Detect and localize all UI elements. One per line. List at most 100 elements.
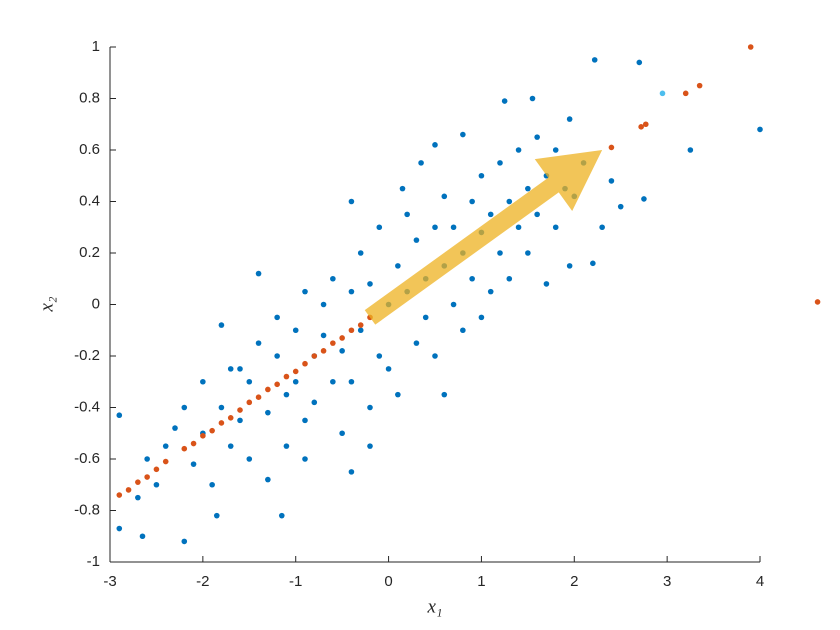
point (265, 386, 271, 393)
x-tick-label: -2 (196, 573, 209, 590)
x-tick-label: 1 (477, 573, 485, 590)
point (608, 178, 615, 184)
point (552, 147, 559, 153)
point (659, 90, 666, 97)
point (525, 185, 531, 192)
point (348, 327, 355, 334)
point (450, 224, 457, 231)
point (339, 348, 345, 354)
y-tick-label: 0.2 (79, 244, 100, 261)
y-tick-label: 0.6 (79, 141, 100, 158)
point (209, 481, 215, 488)
point (274, 381, 280, 388)
point (116, 492, 123, 498)
point (696, 82, 703, 89)
point (385, 366, 392, 372)
point (506, 198, 513, 205)
point (348, 378, 355, 385)
point (246, 399, 253, 406)
point (330, 340, 336, 346)
point (515, 147, 522, 153)
point (135, 479, 141, 485)
point (357, 327, 364, 334)
point (181, 404, 188, 411)
point (348, 288, 355, 295)
point (441, 193, 448, 200)
point (255, 340, 262, 346)
point (181, 445, 188, 452)
point (501, 98, 508, 104)
point (529, 95, 536, 102)
x-tick-label: 0 (384, 573, 392, 590)
point (642, 121, 649, 128)
y-tick-label: 1 (92, 38, 100, 55)
point (469, 198, 475, 205)
x-tick-label: 3 (663, 573, 671, 590)
point (348, 198, 355, 205)
point (617, 203, 624, 210)
point (162, 443, 169, 449)
point (367, 281, 373, 287)
point (320, 348, 327, 354)
point (432, 142, 438, 148)
point (450, 301, 457, 308)
point (497, 250, 503, 256)
point (478, 172, 485, 179)
point (682, 90, 689, 97)
point (302, 456, 308, 462)
point (292, 378, 299, 385)
point (404, 211, 410, 218)
point (432, 224, 438, 231)
point (636, 59, 643, 66)
point (487, 211, 494, 218)
point (757, 126, 763, 133)
point (311, 353, 318, 359)
point (237, 407, 243, 413)
point (292, 368, 299, 375)
point (441, 391, 448, 398)
point (283, 443, 290, 449)
point (487, 288, 494, 295)
point (599, 224, 605, 231)
y-tick-label: -1 (87, 553, 100, 570)
point (432, 353, 438, 359)
point (320, 301, 327, 308)
point (357, 322, 364, 328)
point (413, 237, 420, 243)
y-tick-label: 0.8 (79, 89, 100, 106)
point (591, 57, 598, 63)
point (237, 366, 243, 372)
point (348, 469, 355, 475)
x-tick-label: -3 (103, 573, 116, 590)
point (608, 144, 615, 151)
point (283, 391, 290, 398)
point (395, 391, 401, 398)
point (255, 270, 262, 277)
x-tick-label: -1 (289, 573, 302, 590)
point (302, 417, 308, 424)
point (125, 487, 132, 493)
point (367, 443, 373, 449)
point (422, 314, 429, 321)
point (330, 275, 336, 282)
point (190, 461, 197, 467)
point (116, 412, 123, 419)
point (641, 196, 647, 202)
point (460, 131, 466, 138)
point (135, 494, 141, 501)
point (497, 160, 503, 166)
point (515, 224, 522, 231)
point (278, 512, 285, 519)
point (200, 378, 206, 385)
point (116, 525, 123, 532)
point (543, 281, 550, 287)
point (357, 250, 364, 256)
y-tick-label: -0.2 (74, 347, 100, 364)
point (330, 378, 336, 385)
point (552, 224, 559, 231)
point (469, 275, 475, 282)
point (162, 458, 169, 465)
arrow (364, 150, 603, 325)
